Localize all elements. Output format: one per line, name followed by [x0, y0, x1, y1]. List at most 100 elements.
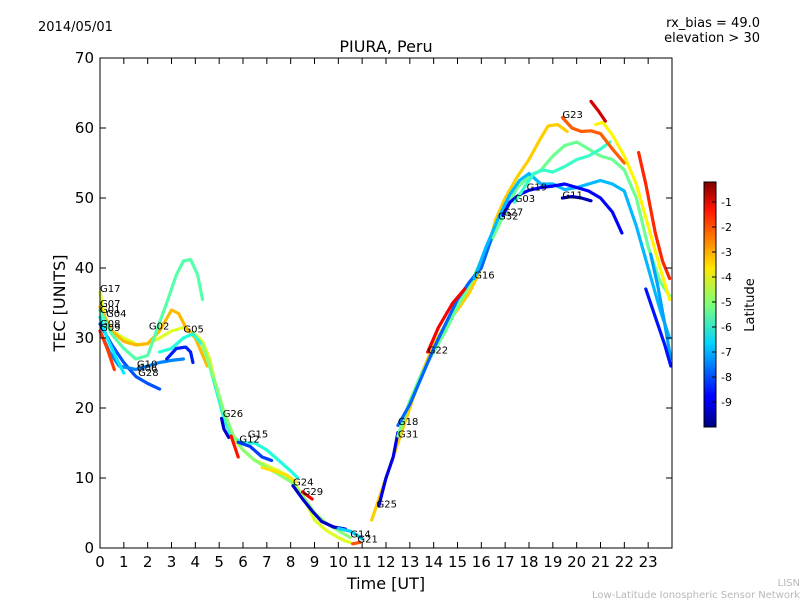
footer-lisn: LISN — [778, 578, 800, 589]
x-tick-label: 12 — [376, 553, 395, 571]
x-tick-label: 14 — [424, 553, 443, 571]
plot-background — [100, 58, 672, 548]
series-line-11 — [220, 416, 231, 439]
satellite-label: G16 — [474, 271, 494, 282]
rx-bias-label: rx_bias = 49.0 — [666, 16, 760, 31]
satellite-label: G17 — [100, 284, 120, 295]
series-line-27 — [560, 195, 593, 203]
y-tick-label: 50 — [75, 189, 94, 207]
y-tick-label: 70 — [75, 49, 94, 67]
satellite-label: G06 — [137, 364, 157, 375]
colorbar-tick-label: -2 — [721, 221, 732, 234]
x-tick-label: 10 — [329, 553, 348, 571]
series-line-28 — [560, 115, 626, 165]
series-line-33 — [644, 287, 673, 368]
latitude-colorbar: -1 -2 -3 -4 -5 -6 -7 -8 -9 Latitude — [703, 181, 758, 428]
colorbar-label: Latitude — [743, 278, 758, 332]
colorbar-tick-label: -8 — [721, 371, 732, 384]
series-line-31 — [637, 150, 672, 281]
satellite-label: G22 — [428, 345, 448, 356]
x-tick-label: 18 — [519, 553, 538, 571]
satellite-label: G25 — [377, 499, 397, 510]
satellite-label: G15 — [248, 429, 268, 440]
satellite-label: G29 — [303, 487, 323, 498]
series-line-7 — [98, 315, 126, 375]
colorbar-tick-label: -1 — [721, 196, 732, 209]
colorbar-tick-label: -9 — [721, 396, 732, 409]
series-line-32 — [649, 252, 673, 361]
series-line-8 — [158, 332, 300, 480]
series-line-13 — [229, 434, 240, 459]
series-line-19 — [370, 122, 569, 522]
satellite-label: G18 — [398, 417, 418, 428]
y-tick-label: 40 — [75, 259, 94, 277]
satellite-label: G11 — [562, 191, 582, 202]
series-line-3 — [98, 258, 205, 361]
colorbar-tick-label: -4 — [721, 271, 732, 284]
series-line-18 — [351, 540, 362, 546]
y-tick-label: 30 — [75, 329, 94, 347]
satellite-label: G09 — [100, 323, 120, 334]
satellite-label: G21 — [357, 534, 377, 545]
x-tick-label: 1 — [119, 553, 129, 571]
satellite-label: G05 — [183, 324, 203, 335]
series-line-24 — [472, 171, 672, 340]
satellite-label: G04 — [106, 309, 126, 320]
footer-network: Low-Latitude Ionospheric Sensor Network — [592, 590, 800, 600]
y-axis-label: TEC [UNITS] — [50, 255, 69, 353]
chart-title: PIURA, Peru — [339, 37, 432, 56]
satellite-label: G03 — [515, 194, 535, 205]
x-tick-label: 5 — [214, 553, 224, 571]
y-tick-label: 0 — [84, 539, 94, 557]
series-line-14 — [260, 465, 297, 484]
satellite-label: G24 — [293, 478, 313, 489]
satellite-label: G27 — [503, 208, 523, 219]
satellite-label: G10 — [137, 359, 157, 370]
y-tick-label: 20 — [75, 399, 94, 417]
colorbar-tick-label: -5 — [721, 296, 732, 309]
x-tick-label: 20 — [567, 553, 586, 571]
satellite-label: G26 — [223, 409, 243, 420]
satellite-label: G23 — [562, 110, 582, 121]
x-tick-label: 16 — [472, 553, 491, 571]
x-tick-label: 21 — [591, 553, 610, 571]
y-tick-label: 10 — [75, 469, 94, 487]
x-tick-label: 8 — [286, 553, 296, 571]
series-line-26 — [513, 140, 612, 204]
y-axis-ticks: 0 10 20 30 40 50 60 70 — [75, 49, 672, 557]
x-tick-label: 19 — [543, 553, 562, 571]
satellite-label: G28 — [138, 368, 158, 379]
x-tick-label: 7 — [262, 553, 272, 571]
series-line-20 — [377, 430, 400, 508]
colorbar-tick-label: -7 — [721, 346, 732, 359]
x-tick-label: 6 — [238, 553, 248, 571]
series-line-12 — [236, 440, 274, 463]
satellite-label: G19 — [527, 182, 547, 193]
colorbar-ticks: -1 -2 -3 -4 -5 -6 -7 -8 -9 — [712, 196, 732, 409]
y-tick-label: 60 — [75, 119, 94, 137]
x-tick-label: 3 — [167, 553, 177, 571]
elevation-label: elevation > 30 — [664, 31, 760, 46]
series-line-30 — [589, 99, 607, 123]
satellite-label: G14 — [350, 530, 370, 541]
satellite-label: G07 — [100, 299, 120, 310]
x-tick-label: 11 — [353, 553, 372, 571]
x-tick-label: 13 — [400, 553, 419, 571]
x-axis-label: Time [UT] — [346, 574, 425, 593]
series-line-29 — [594, 120, 672, 302]
date-label: 2014/05/01 — [38, 20, 113, 35]
x-tick-label: 4 — [191, 553, 201, 571]
series-line-2 — [98, 305, 209, 368]
x-tick-label: 0 — [95, 553, 105, 571]
series-line-9 — [165, 345, 195, 365]
series-line-16 — [301, 490, 314, 501]
series-line-23 — [426, 287, 467, 354]
colorbar-tick-label: -3 — [721, 246, 732, 259]
x-tick-label: 9 — [310, 553, 320, 571]
satellite-label: G31 — [398, 429, 418, 440]
satellite-label: G02 — [149, 322, 169, 333]
series-line-15 — [291, 484, 348, 531]
